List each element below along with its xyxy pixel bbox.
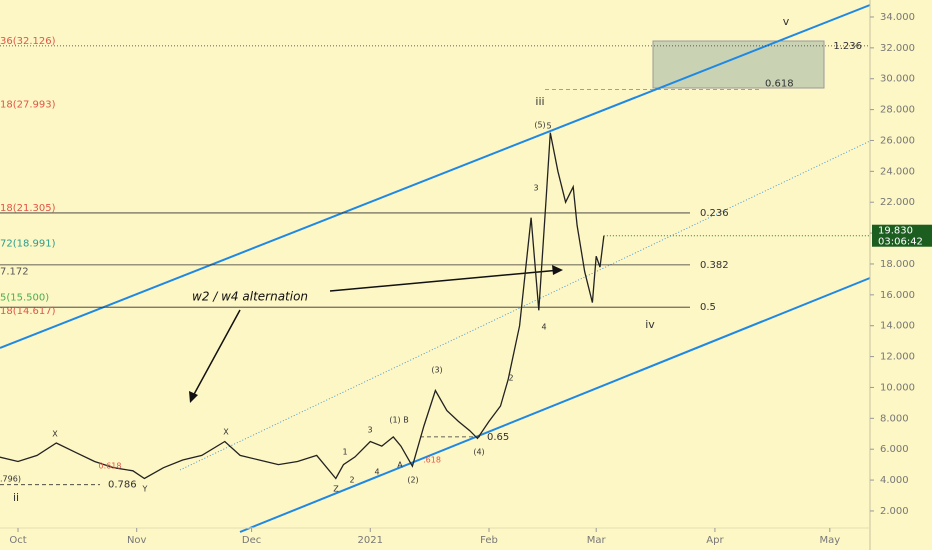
y-tick-label: 2.000	[880, 506, 909, 517]
wave-label: (1)	[389, 416, 400, 425]
left-label: 7.172	[0, 267, 29, 278]
left-label: 18(14.617)	[0, 306, 56, 317]
wave-label: .796)	[0, 475, 21, 484]
wave-label: (5)	[534, 121, 545, 130]
wave-label: v	[783, 15, 790, 28]
x-tick-label: 2021	[358, 535, 383, 546]
arrow-head	[189, 391, 198, 403]
y-tick-label: 26.000	[880, 135, 915, 146]
y-tick-label: 10.000	[880, 382, 915, 393]
left-label: 18(21.305)	[0, 203, 56, 214]
wave-label: X	[223, 428, 229, 437]
wave-label: X	[52, 430, 58, 439]
wave-label: 2	[508, 374, 513, 383]
channel-lower	[239, 277, 871, 533]
y-tick-label: 30.000	[880, 74, 915, 85]
wave-label: 5	[546, 122, 551, 131]
x-tick-label: May	[819, 535, 840, 546]
y-tick-label: 14.000	[880, 321, 915, 332]
wave-label: 3	[533, 184, 538, 193]
wave-label: Z	[333, 485, 339, 494]
arrow	[191, 309, 241, 399]
fib-level-label: 0.786	[108, 480, 137, 491]
wave-label: 1	[342, 448, 347, 457]
fib-level-label: 0.5	[700, 302, 716, 313]
wave-label: (4)	[473, 448, 484, 457]
left-label: 5(15.500)	[0, 293, 49, 304]
callout: w2 / w4 alternation	[192, 290, 308, 304]
wave-label: (3)	[431, 366, 442, 375]
left-label: 36(32.126)	[0, 36, 56, 47]
fib-level-label: 1.236	[833, 41, 862, 52]
x-tick-label: Nov	[127, 535, 147, 546]
wave-label: 3	[367, 426, 372, 435]
x-tick-label: Oct	[9, 535, 26, 546]
wave-label: 0.618	[99, 462, 122, 471]
arrow-head	[552, 265, 563, 275]
x-tick-label: Dec	[242, 535, 261, 546]
y-tick-label: 4.000	[880, 475, 909, 486]
wave-label: .618	[423, 456, 441, 465]
wave-label: iii	[535, 95, 544, 108]
y-tick-label: 18.000	[880, 259, 915, 270]
x-tick-label: Mar	[587, 535, 607, 546]
left-label: 18(27.993)	[0, 100, 56, 111]
wave-label: (2)	[407, 476, 418, 485]
wave-label: 4	[374, 468, 379, 477]
wave-label: 4	[541, 323, 546, 332]
y-tick-label: 34.000	[880, 12, 915, 23]
y-tick-label: 32.000	[880, 43, 915, 54]
last-price: 19.830	[878, 226, 913, 237]
wave-label: 2	[349, 476, 354, 485]
x-tick-label: Apr	[706, 535, 724, 546]
fib-level-label: 0.618	[765, 79, 794, 90]
y-tick-label: 16.000	[880, 290, 915, 301]
left-label: 72(18.991)	[0, 239, 56, 250]
y-tick-label: 22.000	[880, 197, 915, 208]
y-tick-label: 12.000	[880, 352, 915, 363]
fib-level-label: 0.382	[700, 260, 729, 271]
y-tick-label: 6.000	[880, 444, 909, 455]
y-tick-label: 8.000	[880, 413, 909, 424]
last-price-box	[872, 224, 932, 247]
y-tick-label: 24.000	[880, 166, 915, 177]
arrow	[329, 269, 561, 292]
wave-label: iv	[645, 318, 655, 331]
wave-label: B	[403, 416, 409, 425]
y-tick-label: 28.000	[880, 105, 915, 116]
wave-label: A	[397, 461, 403, 470]
price-line	[0, 132, 605, 480]
wave-label: Y	[142, 485, 148, 494]
fib-level-label: 0.236	[700, 208, 729, 219]
fib-level-label: 0.65	[487, 432, 509, 443]
countdown: 03:06:42	[878, 237, 923, 248]
channel-upper	[0, 4, 871, 349]
x-tick-label: Feb	[480, 535, 498, 546]
wave-label: ii	[13, 491, 19, 504]
